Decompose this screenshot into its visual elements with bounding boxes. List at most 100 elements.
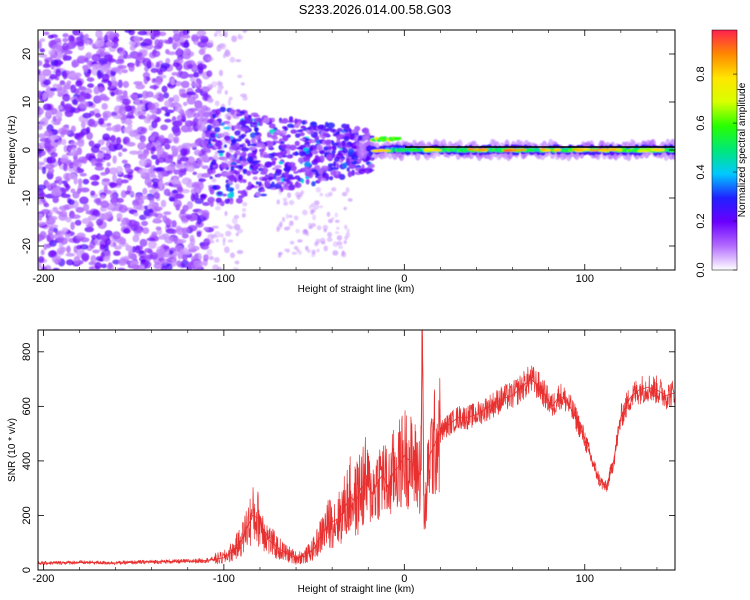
spectrogram-cell [49,250,57,257]
spectrogram-cell [151,50,161,58]
spectrogram-cell [157,171,164,180]
spectrogram-cell [52,267,60,270]
spectrogram-cell [60,210,68,218]
spectrogram-cell [270,157,278,161]
spectrogram-cell [137,93,143,99]
spectrogram-cell [207,39,214,46]
spectrogram-cell [96,218,103,226]
spectrogram-cell [102,178,111,182]
spectrogram-cell [61,130,71,135]
spectrogram-cell [154,39,160,47]
colorbar-tick-label: 0.8 [695,66,707,81]
spectrogram-cell [111,125,120,133]
spectrogram-cell [94,262,102,269]
spectrogram-cell [334,219,340,224]
spectrogram-cell [173,136,180,144]
spectrogram-cell [294,118,298,124]
spectrogram-cell [293,215,299,221]
spectrogram-cell [235,59,242,63]
spectrogram-cell [236,250,244,255]
spectrogram-cell [139,238,148,247]
spectrogram-cell [176,260,182,268]
spectrogram-cell [118,151,123,157]
spectrogram-cell [189,234,195,243]
spectrogram-cell [115,58,125,65]
spectrogram-cell [125,54,133,59]
spectrogram-cell [88,39,94,46]
spectrogram-cell [163,92,170,99]
spectrogram-cell [223,144,228,148]
spectrogram-cell [99,194,106,200]
spectrogram-cell [231,145,238,150]
spectrogram-cell [283,201,289,206]
spectrogram-cell [38,262,42,270]
spectrogram-cell [338,245,344,250]
spectrogram-cell [259,149,263,156]
spectrogram-cell [244,115,248,122]
spectrogram-cell [96,152,105,159]
spectrogram-cell [90,190,96,196]
spectrogram-cell [291,251,298,255]
spectrogram-cell [163,211,172,216]
spectrogram-cell [137,30,148,36]
spectrogram-cell [301,120,306,125]
spectrogram-cell [101,103,108,110]
spectrogram-cell [73,88,80,95]
spectrogram-cell [43,140,52,150]
spectrogram-cell [140,195,149,200]
spectrogram-cell [62,93,71,102]
spectrogram-cell [216,133,225,138]
spectrogram-cell [79,172,87,177]
spectrogram-cell [327,163,335,167]
spectrogram-cell [218,69,224,77]
spectrogram-cell [339,133,344,139]
spectrogram-cell [215,140,223,147]
spectrogram-cell [180,92,188,99]
spectrogram-cell [139,135,146,143]
spectrogram-cell [118,204,128,214]
spectrogram-cell [184,120,194,127]
spectrogram-cell [209,201,214,207]
spectrogram-cell [345,232,350,238]
spectrogram-cell [142,187,148,195]
spectrogram-cell [40,249,45,256]
spectrogram-cell [193,71,200,78]
spectrogram-cell [136,126,147,135]
spectrogram-cell [130,223,139,232]
spectrogram-cell [151,231,158,237]
spectrogram-cell [101,73,110,82]
spectrogram-cell [187,243,196,250]
spectrogram-cell [151,145,157,152]
spectrogram-cell [220,200,225,207]
spectrogram-cell [77,139,85,147]
spectrogram-cell [135,59,140,68]
spectrogram-cell [246,170,252,176]
spectrogram-cell [191,183,201,189]
spectrogram-cell [346,158,350,165]
spectrogram-cell [183,101,188,107]
spectrogram-cell [321,165,329,171]
spectrogram-cell [57,105,64,110]
y-tick-label: 20 [21,48,33,60]
spectrogram-y-ticks: -20 -10 0 10 20 [21,48,675,254]
spectrogram-cell [336,226,340,230]
spectrogram-cell [88,266,94,270]
spectrogram-cell [168,162,175,172]
spectrogram-cell [309,209,315,215]
spectrogram-cell [179,156,189,162]
spectrogram-cell [134,197,145,206]
spectrogram-cell [208,156,214,161]
spectrogram-cell [51,254,62,264]
spectrogram-cell [144,39,153,44]
spectrogram-cell [142,227,150,234]
spectrogram-cell [153,192,161,199]
spectrogram-cell [52,195,59,204]
spectrogram-cell [599,149,609,152]
spectrogram-cell [186,165,195,173]
spectrogram-cell [56,247,65,256]
spectrogram-cell [38,69,41,76]
spectrogram-cell [224,90,228,95]
spectrogram-cell [252,160,259,166]
spectrogram-cell [69,71,77,78]
spectrogram-cell [43,31,50,36]
